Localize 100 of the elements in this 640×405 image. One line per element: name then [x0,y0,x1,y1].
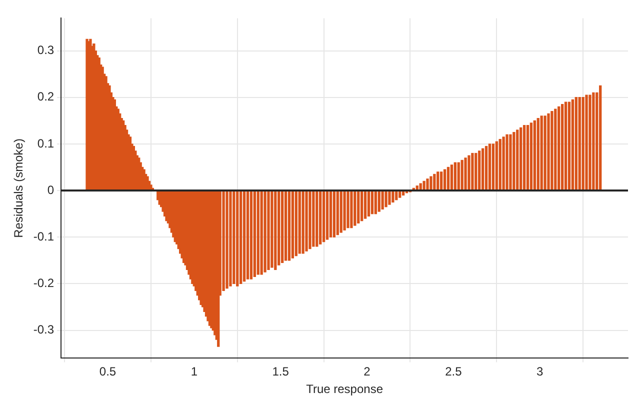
y-tick-label: -0.3 [33,322,54,337]
bar [502,136,505,190]
bar [236,190,239,286]
bar [506,134,508,190]
bar [471,152,474,190]
bar [474,152,478,190]
bar [326,190,329,240]
bar [457,162,460,190]
bar [560,104,564,190]
bar [343,190,346,230]
bar [374,190,377,214]
bar [312,190,315,247]
bar [536,118,540,190]
bar [533,120,536,190]
bar [571,99,574,190]
bar [256,190,260,275]
bar [370,190,374,214]
bar [488,144,492,190]
bar [509,134,512,190]
bar [302,190,304,254]
bar [384,190,388,208]
bar [332,190,336,238]
bar [582,97,584,190]
bar [544,116,546,190]
y-tick-label: 0.2 [37,90,54,104]
y-tick-label: 0.3 [37,43,54,58]
bar [350,190,353,228]
x-tick-label: 2.5 [445,364,462,379]
bar [585,94,588,190]
x-tick-label: 0.5 [99,364,116,379]
x-tick-label: 3 [536,364,544,379]
bar [360,190,364,222]
bar [357,190,360,224]
bar [454,162,456,190]
y-tick-label: 0 [47,182,54,197]
bar [322,190,326,242]
bar [270,190,274,268]
bar [246,190,250,280]
bar [319,190,322,244]
bar [564,102,568,190]
bar [568,102,571,190]
bar [367,190,370,216]
bar [291,190,294,258]
bar [426,178,429,190]
bar [592,92,595,190]
bar [267,190,270,270]
bar [484,146,488,190]
bar [288,190,291,261]
bar [226,190,228,289]
bar [599,85,602,190]
bar [588,94,592,190]
bar [436,172,440,190]
bar [478,150,481,190]
bar [364,190,367,219]
bar [294,190,298,256]
bar [284,190,288,261]
bar [547,113,550,190]
bar [554,108,557,190]
x-tick-label: 1.5 [272,364,290,379]
y-tick-label: -0.2 [33,276,54,290]
bar [336,190,339,236]
bar [520,127,522,190]
bar [460,160,464,190]
bar [526,124,530,190]
bar [378,190,380,212]
bar [540,116,543,190]
bar [253,190,256,278]
bar [578,97,581,190]
bar [316,190,318,247]
bar [240,190,242,284]
bar [274,190,277,270]
y-tick-label: 0.1 [37,136,54,150]
bar [464,158,467,190]
bar [512,132,516,190]
bar [530,122,533,190]
bar [446,166,450,190]
bar [381,190,384,210]
bar [468,155,470,190]
bar [298,190,301,254]
bar [516,130,519,190]
bar [550,111,554,190]
bar [250,190,253,280]
bar [340,190,342,233]
bar [280,190,284,264]
bar [443,169,446,190]
y-axis-title: Residuals (smoke) [12,138,26,238]
x-axis-title: True response [306,382,384,396]
bar [242,190,246,282]
bar [574,97,578,190]
bar [305,190,308,252]
bar [354,190,356,226]
bar [558,106,560,190]
bar [388,190,391,205]
bar [430,176,432,190]
y-tick-label: -0.1 [33,229,54,244]
bar [498,138,502,190]
x-tick-label: 2 [364,364,371,379]
bar [260,190,263,275]
bar [232,190,236,284]
bar [264,190,266,272]
